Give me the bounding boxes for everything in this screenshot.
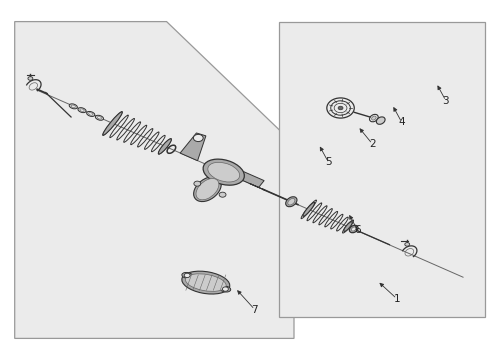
Ellipse shape [98, 117, 101, 119]
Ellipse shape [286, 197, 297, 207]
Circle shape [338, 106, 343, 110]
Ellipse shape [288, 198, 295, 205]
Ellipse shape [182, 273, 193, 278]
Ellipse shape [96, 115, 103, 120]
Ellipse shape [89, 113, 93, 115]
Circle shape [184, 273, 190, 278]
Ellipse shape [80, 109, 84, 111]
Ellipse shape [71, 105, 75, 108]
Polygon shape [250, 184, 265, 190]
Text: 4: 4 [398, 117, 405, 127]
Circle shape [219, 192, 226, 197]
Ellipse shape [69, 104, 77, 109]
Ellipse shape [182, 271, 230, 294]
Text: 7: 7 [251, 305, 258, 315]
Ellipse shape [220, 286, 231, 292]
Bar [279, 22, 485, 317]
Ellipse shape [208, 162, 240, 182]
Polygon shape [15, 22, 294, 338]
Ellipse shape [349, 225, 358, 233]
Ellipse shape [158, 139, 172, 154]
Ellipse shape [194, 177, 221, 202]
Circle shape [194, 134, 203, 141]
Ellipse shape [87, 112, 95, 116]
Ellipse shape [371, 116, 376, 120]
Text: 1: 1 [393, 294, 400, 304]
Circle shape [194, 181, 201, 186]
Ellipse shape [78, 108, 86, 113]
Circle shape [222, 287, 228, 291]
Ellipse shape [351, 227, 356, 231]
Text: 2: 2 [369, 139, 376, 149]
Polygon shape [180, 133, 206, 161]
Circle shape [405, 243, 410, 246]
Text: 3: 3 [442, 96, 449, 106]
Polygon shape [237, 171, 264, 188]
Circle shape [28, 77, 33, 80]
Ellipse shape [186, 274, 226, 291]
Ellipse shape [203, 159, 245, 185]
Ellipse shape [376, 117, 385, 124]
Ellipse shape [344, 222, 352, 231]
Ellipse shape [196, 179, 219, 200]
Ellipse shape [103, 112, 122, 135]
Ellipse shape [303, 202, 315, 216]
Text: 6: 6 [354, 225, 361, 235]
Text: 5: 5 [325, 157, 332, 167]
